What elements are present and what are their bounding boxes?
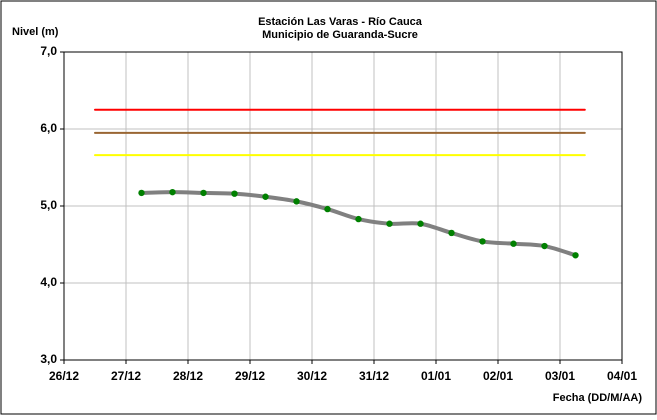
- point: [200, 189, 207, 197]
- x-tick-label: 28/12: [173, 369, 203, 383]
- chart-subtitle: Municipio de Guaranda-Sucre: [262, 29, 418, 41]
- x-tick-label: 04/01: [607, 369, 637, 383]
- point: [262, 193, 269, 200]
- point: [448, 229, 455, 237]
- plot-border: [63, 51, 623, 361]
- point: [572, 252, 579, 259]
- y-tick-label: 4,0: [40, 275, 57, 289]
- x-tick-label: 29/12: [235, 369, 265, 383]
- point: [355, 215, 362, 223]
- x-tick-label: 26/12: [49, 369, 79, 383]
- point: [479, 238, 486, 245]
- x-tick-label: 03/01: [545, 369, 575, 383]
- y-tick-label: 6,0: [40, 121, 57, 135]
- y-tick-label: 3,0: [40, 352, 57, 366]
- y-tick-label: 7,0: [40, 44, 57, 58]
- point: [169, 188, 176, 196]
- y-axis-label: Nivel (m): [12, 26, 59, 38]
- x-tick-label: 01/01: [421, 369, 451, 383]
- point: [231, 190, 238, 197]
- point: [138, 189, 145, 197]
- x-tick-label: 31/12: [359, 369, 389, 383]
- point: [386, 220, 393, 227]
- x-axis-label: Fecha (DD/M/AA): [553, 392, 643, 404]
- point: [510, 240, 517, 247]
- point: [417, 220, 424, 227]
- point: [541, 242, 548, 250]
- point: [324, 205, 331, 213]
- x-tick-label: 27/12: [111, 369, 141, 383]
- point: [293, 198, 300, 205]
- x-tick-label: 30/12: [297, 369, 327, 383]
- x-tick-label: 02/01: [483, 369, 513, 383]
- y-tick-label: 5,0: [40, 198, 57, 212]
- chart-title: Estación Las Varas - Río Cauca: [258, 16, 423, 28]
